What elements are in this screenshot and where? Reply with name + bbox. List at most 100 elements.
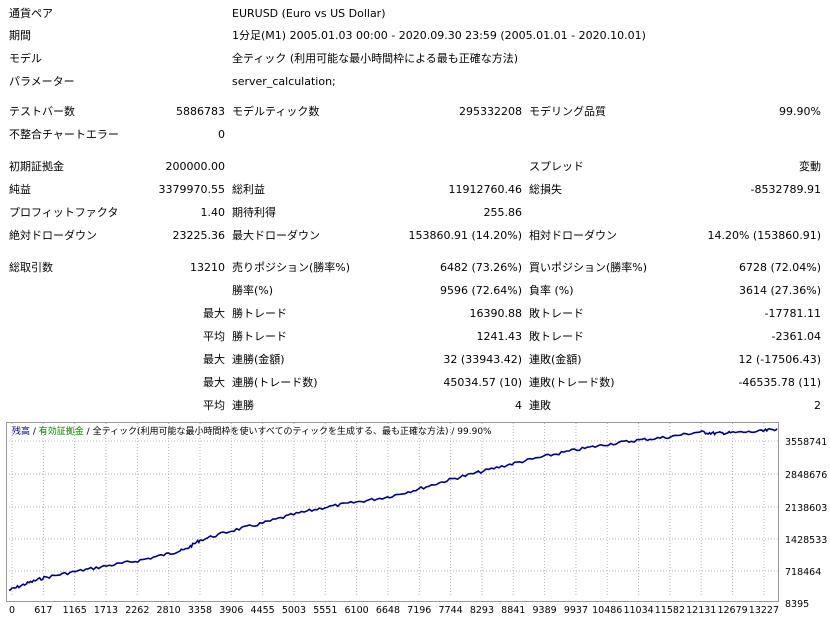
y-tick-label: 2848676 [785, 470, 827, 481]
net-profit-value: 3379970.55 [158, 183, 225, 196]
average-win-value: 1241.43 [476, 330, 523, 343]
x-tick-label: 0 [9, 605, 15, 616]
x-tick-label: 10486 [592, 605, 622, 616]
balance-chart-frame [6, 422, 779, 602]
max-consecutive-wins-count-value: 45034.57 (10) [443, 376, 522, 389]
x-tick-label: 13227 [749, 605, 779, 616]
initial-deposit-label: 初期証拠金 [9, 160, 64, 173]
relative-drawdown-value: 14.20% (153860.91) [707, 229, 821, 242]
modeling-quality-label: モデリング品質 [529, 105, 606, 118]
test-bars-value: 5886783 [176, 105, 225, 118]
win-rate-value: 9596 (72.64%) [439, 284, 522, 297]
maximal-drawdown-value: 153860.91 (14.20%) [408, 229, 522, 242]
y-tick-label: 8395 [785, 599, 809, 610]
average-consecutive-wins-value: 4 [515, 399, 522, 412]
legend-separator: / [30, 427, 39, 437]
x-tick-label: 12131 [686, 605, 716, 616]
model-label: モデル [9, 52, 42, 65]
max-label: 最大 [203, 376, 225, 389]
x-tick-label: 9389 [533, 605, 557, 616]
x-tick-label: 6100 [345, 605, 369, 616]
expected-payoff-value: 255.86 [483, 206, 523, 219]
parameters-label: パラメーター [9, 75, 75, 88]
average-win-label: 勝トレード [232, 330, 287, 343]
y-tick-label: 3558741 [785, 437, 827, 448]
parameters-value: server_calculation; [232, 75, 336, 88]
max-label: 最大 [203, 353, 225, 366]
x-tick-label: 5551 [313, 605, 337, 616]
largest-win-value: 16390.88 [469, 307, 523, 320]
x-tick-label: 3906 [219, 605, 243, 616]
average-label: 平均 [203, 399, 225, 412]
win-rate-label: 勝率(%) [232, 284, 274, 297]
legend-model: 全ティック(利用可能な最小時間枠を使いすべてのティックを生成する、最も正確な方法… [92, 427, 449, 437]
x-tick-label: 1713 [94, 605, 118, 616]
average-loss-label: 敗トレード [529, 330, 584, 343]
model-ticks-label: モデルティック数 [232, 105, 320, 118]
profit-factor-label: プロフィットファクタ [9, 206, 119, 219]
spread-label: スプレッド [529, 160, 584, 173]
max-consecutive-losses-amount-label: 連敗(金額) [529, 353, 582, 366]
period-label: 期間 [9, 29, 31, 42]
legend-balance: 残高 [12, 427, 31, 437]
maximal-drawdown-label: 最大ドローダウン [232, 229, 320, 242]
relative-drawdown-label: 相対ドローダウン [529, 229, 617, 242]
x-tick-label: 617 [34, 605, 52, 616]
legend-separator: / [448, 427, 458, 437]
average-label: 平均 [203, 330, 225, 343]
mismatch-errors-value: 0 [218, 128, 225, 141]
x-tick-label: 4455 [251, 605, 275, 616]
absolute-drawdown-value: 23225.36 [172, 229, 226, 242]
average-loss-value: -2361.04 [771, 330, 821, 343]
modeling-quality-value: 99.90% [779, 105, 821, 118]
largest-loss-label: 敗トレード [529, 307, 584, 320]
max-consecutive-wins-amount-value: 32 (33943.42) [443, 353, 522, 366]
x-tick-label: 11034 [623, 605, 653, 616]
total-trades-value: 13210 [190, 261, 225, 274]
legend-equity: 有効証拠金 [38, 427, 84, 437]
x-tick-label: 5003 [282, 605, 306, 616]
max-consecutive-losses-amount-value: 12 (-17506.43) [738, 353, 821, 366]
balance-line [8, 427, 778, 592]
model-ticks-value: 295332208 [459, 105, 522, 118]
average-consecutive-losses-value: 2 [814, 399, 821, 412]
x-tick-label: 2262 [125, 605, 149, 616]
x-tick-label: 11582 [655, 605, 685, 616]
period-value: 1分足(M1) 2005.01.03 00:00 - 2020.09.30 23… [232, 29, 646, 42]
max-consecutive-losses-count-value: -46535.78 (11) [738, 376, 821, 389]
profit-factor-value: 1.40 [200, 206, 226, 219]
short-positions-value: 6482 (73.26%) [439, 261, 522, 274]
gross-profit-label: 総利益 [232, 183, 265, 196]
x-tick-label: 8841 [501, 605, 525, 616]
largest-loss-value: -17781.11 [764, 307, 821, 320]
x-tick-label: 8293 [470, 605, 494, 616]
loss-rate-value: 3614 (27.36%) [738, 284, 821, 297]
gross-profit-value: 11912760.46 [448, 183, 522, 196]
mismatch-errors-label: 不整合チャートエラー [9, 128, 119, 141]
test-bars-label: テストバー数 [9, 105, 75, 118]
loss-rate-label: 負率 (%) [529, 284, 574, 297]
chart-legend: 残高 / 有効証拠金 / 全ティック(利用可能な最小時間枠を使いすべてのティック… [12, 426, 492, 438]
short-positions-label: 売りポジション(勝率%) [232, 261, 351, 274]
spread-value: 変動 [799, 160, 821, 173]
initial-deposit-value: 200000.00 [165, 160, 226, 173]
max-consecutive-losses-count-label: 連敗(トレード数) [529, 376, 615, 389]
long-positions-label: 買いポジション(勝率%) [529, 261, 648, 274]
y-tick-label: 1428533 [785, 535, 827, 546]
x-tick-label: 7196 [407, 605, 431, 616]
average-consecutive-losses-label: 連敗 [529, 399, 551, 412]
x-tick-label: 6648 [376, 605, 400, 616]
x-tick-label: 12679 [717, 605, 747, 616]
gross-loss-label: 総損失 [529, 183, 562, 196]
y-tick-label: 718464 [785, 567, 821, 578]
net-profit-label: 純益 [9, 183, 31, 196]
absolute-drawdown-label: 絶対ドローダウン [9, 229, 97, 242]
max-label: 最大 [203, 307, 225, 320]
max-consecutive-wins-count-label: 連勝(トレード数) [232, 376, 318, 389]
legend-quality: 99.90% [457, 427, 492, 437]
x-tick-label: 1165 [63, 605, 87, 616]
x-tick-label: 7744 [439, 605, 463, 616]
currency-pair-label: 通貨ペア [9, 7, 53, 20]
average-consecutive-wins-label: 連勝 [232, 399, 254, 412]
